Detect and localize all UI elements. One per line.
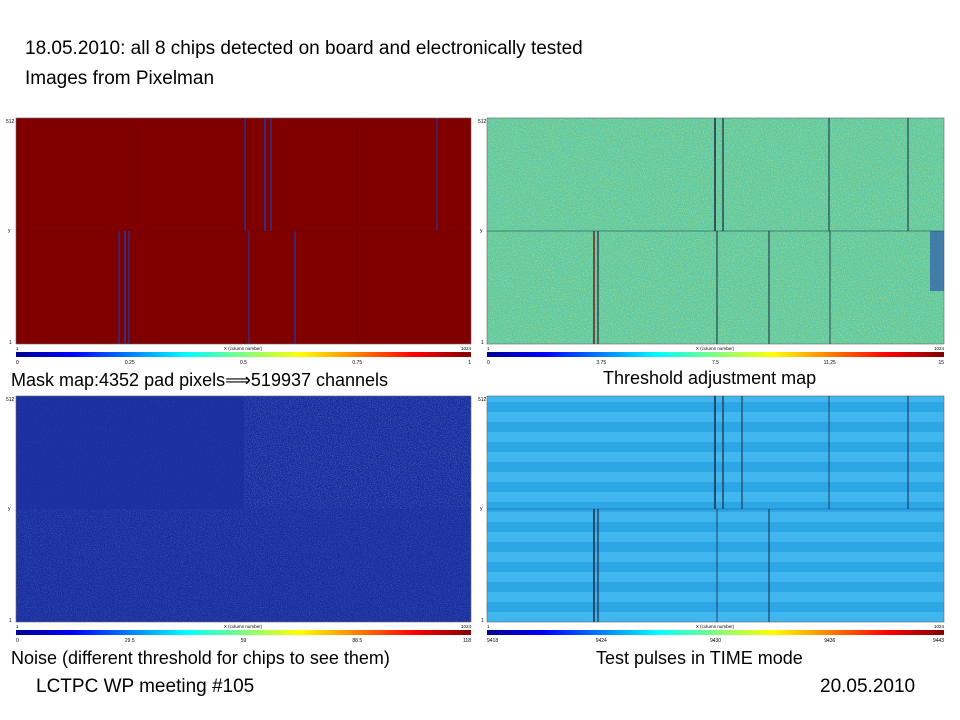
colorbar-tick-label: 7.5 [712,360,719,366]
test-pulse-caption: Test pulses in TIME mode [596,648,803,668]
x-left-label: 1 [487,346,490,351]
y-bottom-label: 1 [481,340,484,346]
colorbar-tick-label: 59 [241,638,247,644]
threshold-map-caption: Threshold adjustment map [603,368,817,388]
x-right-label: 1024 [461,624,472,629]
colorbar-tick-label: 9430 [710,638,721,644]
colorbar-tick-label: 9436 [824,638,835,644]
heading-line-2: Images from Pixelman [25,68,215,89]
heading-line-1: 18.05.2010: all 8 chips detected on boar… [25,38,583,59]
x-left-label: 1 [16,624,19,629]
footer-meeting: LCTPC WP meeting #105 [36,676,255,697]
threshold-map-plot: 512 y 1 1 X (column number) 1024 0 3.75 7.… [478,114,948,366]
colorbar-tick-label: 9424 [596,638,607,644]
noise-map-plot: 512 y 1 1 X (column number) 1024 0 29.5 59… [5,392,475,644]
test-pulse-map-panel: 512 y 1 1 X (column number) 1024 9418 942… [478,392,948,644]
noise-map-caption: Noise (different threshold for chips to … [11,648,390,668]
y-top-label: 512 [478,397,487,403]
colorbar-tick-label: 9443 [933,638,944,644]
mask-map-plot: 512 y 1 1 X (column number) 1024 0 0.25 0.… [5,114,475,366]
x-right-label: 1024 [461,346,472,351]
y-axis-label: y [8,506,11,512]
colorbar-tick-label: 29.5 [125,638,135,644]
y-axis-label: y [480,228,483,234]
threshold-map-panel: 512 y 1 1 X (column number) 1024 0 3.75 7.… [478,114,948,366]
y-top-label: 512 [478,119,487,125]
y-bottom-label: 1 [9,618,12,624]
colorbar-tick-label: 118 [463,638,471,644]
colorbar-tick-label: 0 [16,638,19,644]
test-pulse-colorbar [487,630,944,635]
mask-colorbar [16,352,471,357]
x-left-label: 1 [487,624,490,629]
x-axis-label: X (column number) [696,624,735,629]
y-top-label: 512 [6,119,15,125]
y-bottom-label: 1 [481,618,484,624]
y-bottom-label: 1 [9,340,12,346]
test-pulse-map-plot: 512 y 1 1 X (column number) 1024 9418 942… [478,392,948,644]
x-left-label: 1 [16,346,19,351]
x-right-label: 1024 [934,624,945,629]
colorbar-tick-label: 3.75 [596,360,606,366]
noise-colorbar [16,630,471,635]
y-top-label: 512 [6,397,15,403]
colorbar-tick-label: 88.5 [352,638,362,644]
x-axis-label: X (column number) [696,346,735,351]
colorbar-tick-label: 0 [16,360,19,366]
colorbar-tick-label: 9418 [487,638,498,644]
x-right-label: 1024 [934,346,945,351]
threshold-colorbar [487,352,944,357]
colorbar-tick-label: 1 [468,360,471,366]
colorbar-tick-label: 0.5 [240,360,247,366]
mask-map-panel: 512 y 1 1 X (column number) 1024 0 0.25 0.… [5,114,475,366]
colorbar-tick-label: 0 [487,360,490,366]
x-axis-label: X (column number) [224,346,263,351]
colorbar-tick-label: 0.25 [125,360,135,366]
noise-map-panel: 512 y 1 1 X (column number) 1024 0 29.5 59… [5,392,475,644]
x-axis-label: X (column number) [224,624,263,629]
y-axis-label: y [480,506,483,512]
colorbar-tick-label: 11.25 [824,360,836,366]
colorbar-tick-label: 15 [938,360,944,366]
mask-map-caption: Mask map:4352 pad pixels⟹519937 channels [11,370,389,390]
footer-date: 20.05.2010 [820,676,916,697]
y-axis-label: y [8,228,11,234]
colorbar-tick-label: 0.75 [352,360,362,366]
